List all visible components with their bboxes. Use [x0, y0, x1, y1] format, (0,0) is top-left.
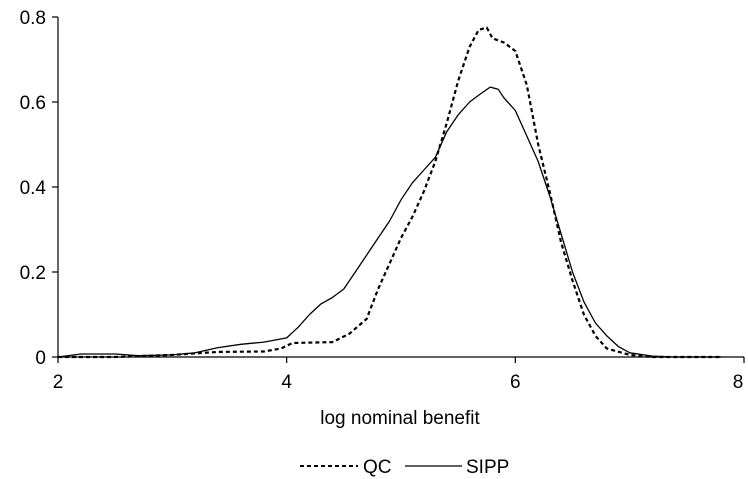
- x-axis-title: log nominal benefit: [320, 408, 480, 429]
- x-tick-label: 6: [510, 372, 521, 393]
- series-line-sipp: [57, 86, 722, 358]
- x-axis-ticks: 2 4 6 8: [53, 357, 745, 393]
- y-tick-label: 0: [35, 348, 46, 369]
- y-tick-label: 0.2: [20, 263, 46, 284]
- y-tick-label: 0.6: [20, 93, 46, 114]
- x-tick-label: 8: [733, 372, 744, 393]
- x-tick-label: 2: [53, 372, 64, 393]
- x-tick-label: 4: [281, 372, 292, 393]
- legend-sipp-label: SIPP: [466, 457, 509, 478]
- legend-qc-label: QC: [363, 457, 392, 478]
- legend: QC SIPP: [300, 457, 509, 478]
- series-line-qc: [58, 26, 722, 359]
- y-axis-ticks: 0 0.2 0.4 0.6 0.8: [20, 8, 58, 369]
- y-tick-label: 0.4: [20, 178, 47, 199]
- plot-area: [57, 26, 722, 359]
- y-tick-label: 0.8: [20, 8, 46, 29]
